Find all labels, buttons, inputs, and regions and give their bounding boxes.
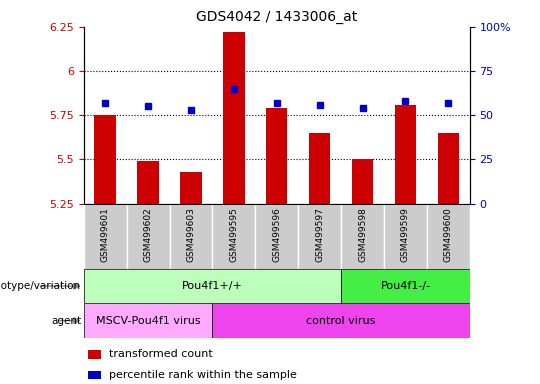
Text: GSM499601: GSM499601: [100, 207, 110, 262]
Bar: [437, 133, 459, 204]
Bar: [384, 204, 427, 269]
Bar: [223, 32, 245, 204]
Bar: [352, 159, 373, 204]
Text: GSM499595: GSM499595: [230, 207, 238, 262]
Bar: [212, 303, 470, 338]
Bar: [298, 204, 341, 269]
Bar: [255, 204, 298, 269]
Bar: [212, 204, 255, 269]
Bar: [84, 269, 341, 303]
Bar: [341, 204, 384, 269]
Bar: [266, 108, 287, 204]
Bar: [180, 172, 201, 204]
Text: GSM499598: GSM499598: [358, 207, 367, 262]
Text: agent: agent: [51, 316, 81, 326]
Title: GDS4042 / 1433006_at: GDS4042 / 1433006_at: [196, 10, 357, 25]
Text: GSM499603: GSM499603: [186, 207, 195, 262]
Text: control virus: control virus: [306, 316, 376, 326]
Bar: [137, 161, 159, 204]
Text: genotype/variation: genotype/variation: [0, 281, 81, 291]
Bar: [87, 371, 101, 379]
Bar: [94, 115, 116, 204]
Bar: [309, 133, 330, 204]
Text: GSM499596: GSM499596: [272, 207, 281, 262]
Bar: [84, 303, 212, 338]
Bar: [170, 204, 212, 269]
Text: MSCV-Pou4f1 virus: MSCV-Pou4f1 virus: [96, 316, 200, 326]
Text: GSM499600: GSM499600: [444, 207, 453, 262]
Text: GSM499602: GSM499602: [144, 207, 153, 262]
Bar: [87, 350, 101, 359]
Bar: [126, 204, 170, 269]
Bar: [427, 204, 470, 269]
Text: Pou4f1-/-: Pou4f1-/-: [380, 281, 430, 291]
Bar: [395, 104, 416, 204]
Text: GSM499597: GSM499597: [315, 207, 324, 262]
Bar: [341, 269, 470, 303]
Text: GSM499599: GSM499599: [401, 207, 410, 262]
Text: transformed count: transformed count: [109, 349, 213, 359]
Bar: [84, 204, 126, 269]
Text: Pou4f1+/+: Pou4f1+/+: [182, 281, 243, 291]
Text: percentile rank within the sample: percentile rank within the sample: [109, 370, 296, 380]
